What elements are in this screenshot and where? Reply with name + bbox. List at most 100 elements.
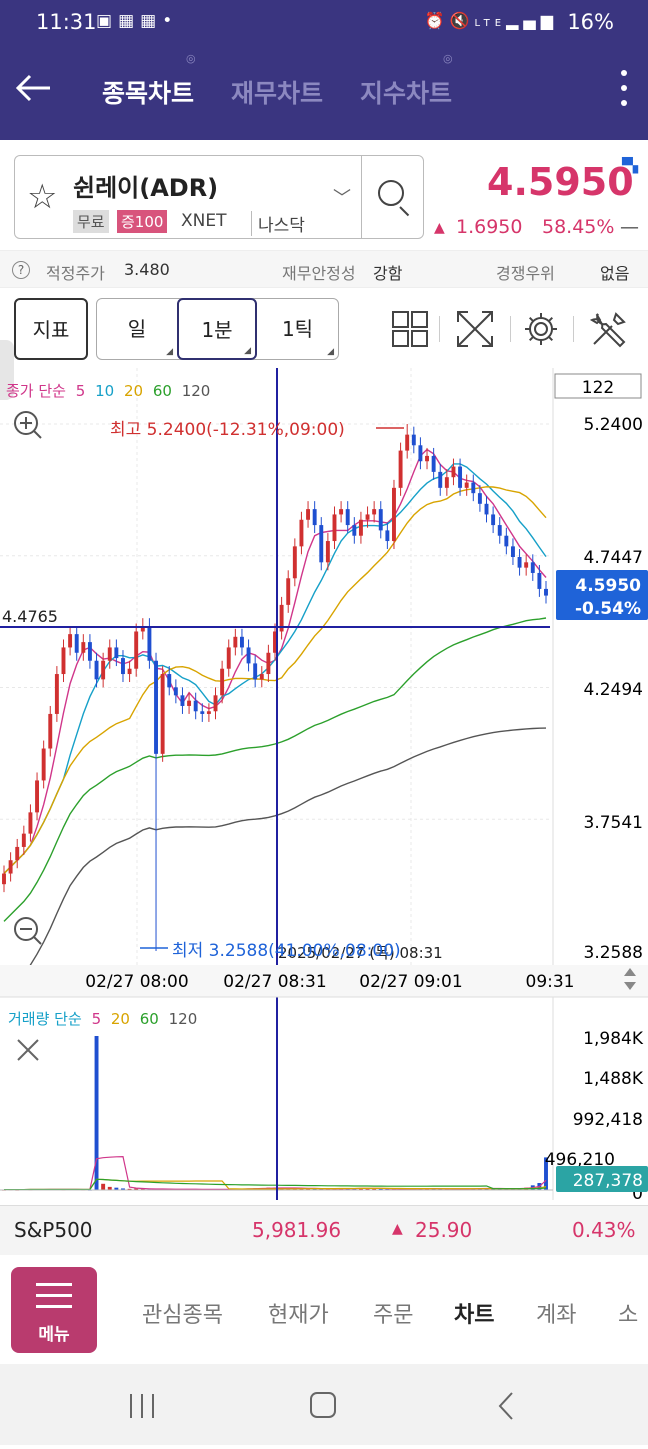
nav-more[interactable]: 소 bbox=[618, 1303, 639, 1328]
favorite-star-icon[interactable]: ☆ bbox=[27, 177, 58, 217]
chevron-down-icon[interactable]: ﹀ bbox=[333, 188, 351, 209]
mute-icon: 🔇 bbox=[449, 11, 475, 30]
volume-bar bbox=[365, 1188, 370, 1190]
current-price-label: 4.5950 bbox=[575, 576, 641, 596]
y-tick: 3.2588 bbox=[584, 943, 643, 963]
stability-label: 재무안정성 bbox=[282, 264, 356, 283]
tab-stock-chart[interactable]: 종목차트 bbox=[102, 79, 195, 108]
candle-body bbox=[233, 636, 238, 648]
nav-account[interactable]: 계좌 bbox=[536, 1303, 577, 1328]
more-options-icon[interactable] bbox=[618, 70, 630, 114]
high-annotation: 최고 5.2400(-12.31%,09:00) bbox=[110, 420, 345, 440]
stock-selector[interactable]: ☆ 쉰레이(ADR) 무료 증100 XNET 나스닥 ﹀ bbox=[14, 155, 424, 239]
volume-bar bbox=[319, 1188, 324, 1190]
tab-financial-chart[interactable]: 재무차트 bbox=[231, 79, 324, 108]
price-chart[interactable]: 종가 단순 5 10 20 60 120 거래량 단순 5 20 60 120 … bbox=[0, 368, 648, 1200]
candle-body bbox=[524, 562, 529, 568]
candle-body bbox=[385, 530, 390, 542]
volume-bar bbox=[134, 1188, 139, 1190]
candle-body bbox=[544, 588, 548, 596]
vol-tick: 496,210 bbox=[545, 1150, 615, 1170]
recent-apps-icon[interactable] bbox=[130, 1394, 154, 1418]
current-price: 4.5950 bbox=[487, 160, 634, 204]
candle-body bbox=[365, 514, 370, 520]
legend-ma20: 20 bbox=[124, 382, 143, 400]
tab-badge-icon: ◎ bbox=[443, 52, 453, 65]
candle-body bbox=[2, 873, 6, 885]
crosshair-time-label: 2025/02/27 (목) 08:31 bbox=[278, 944, 443, 962]
hamburger-icon bbox=[36, 1283, 72, 1316]
close-volume-icon[interactable] bbox=[17, 1039, 39, 1061]
corner-triangle-icon: ◢ bbox=[244, 346, 251, 356]
tools-icon[interactable] bbox=[589, 310, 628, 348]
help-icon[interactable]: ? bbox=[12, 261, 30, 279]
index-change: 25.90 bbox=[415, 1218, 473, 1242]
calendar-27-icon: ▦ bbox=[118, 11, 141, 31]
back-arrow-icon[interactable] bbox=[14, 68, 58, 112]
count-box bbox=[554, 373, 642, 399]
candle-body bbox=[405, 434, 410, 451]
candle-body bbox=[187, 700, 192, 706]
candle-body bbox=[378, 509, 383, 531]
legend-ma120: 120 bbox=[182, 382, 211, 400]
volume-bars bbox=[2, 1036, 548, 1191]
x-tick: 02/27 08:31 bbox=[223, 972, 326, 992]
price-ma-legend[interactable]: 종가 단순 5 10 20 60 120 bbox=[6, 382, 210, 400]
lte-icon: LTE bbox=[474, 18, 507, 29]
volume-bar bbox=[94, 1036, 99, 1190]
volume-ma-legend[interactable]: 거래량 단순 5 20 60 120 bbox=[8, 1010, 197, 1028]
candle-body bbox=[438, 471, 443, 488]
volume-bar bbox=[431, 1188, 436, 1190]
vol-tick: 992,418 bbox=[573, 1110, 643, 1130]
moving-average-lines bbox=[3, 448, 547, 994]
grid-layout-icon[interactable] bbox=[391, 310, 429, 348]
zoom-in-icon[interactable] bbox=[14, 411, 42, 439]
period-day-button[interactable]: 일 ◢ bbox=[97, 299, 177, 359]
current-price-marker bbox=[556, 570, 648, 620]
period-minute-button[interactable]: 1분 ◢ bbox=[177, 298, 257, 360]
fullscreen-icon[interactable] bbox=[456, 310, 494, 348]
candle-body bbox=[167, 674, 172, 688]
ma60-line bbox=[3, 617, 547, 922]
volume-legend-prefix: 거래량 단순 bbox=[8, 1010, 82, 1028]
bottom-navigation: 메뉴 관심종목 현재가 주문 차트 계좌 소 bbox=[0, 1256, 648, 1364]
period-tick-button[interactable]: 1틱 ◢ bbox=[257, 299, 338, 359]
app-header: 11:31 ▣▦▦• ⏰🔇LTE▂▄▆ 16% ◎ ◎ 종목차트 재무차트 지수… bbox=[0, 0, 648, 140]
candle-body bbox=[140, 626, 145, 632]
menu-button[interactable]: 메뉴 bbox=[11, 1267, 97, 1353]
home-icon[interactable] bbox=[310, 1392, 336, 1418]
dot-icon: • bbox=[162, 11, 179, 31]
count-value: 122 bbox=[582, 378, 614, 398]
nav-current-price[interactable]: 현재가 bbox=[268, 1303, 329, 1328]
candle-body bbox=[107, 647, 112, 661]
candle-body bbox=[206, 711, 211, 714]
fair-price-value: 3.480 bbox=[124, 260, 170, 279]
price-change: 1.6950 bbox=[456, 216, 523, 238]
candle-body bbox=[94, 660, 99, 680]
zoom-out-icon[interactable] bbox=[14, 917, 42, 945]
volume-bar bbox=[107, 1186, 112, 1190]
candle-body bbox=[8, 860, 13, 874]
up-arrow-icon: ▲ bbox=[392, 1221, 403, 1237]
vlegend-ma20: 20 bbox=[111, 1010, 130, 1028]
search-button[interactable] bbox=[361, 156, 424, 238]
candle-body bbox=[173, 687, 178, 696]
nav-watchlist[interactable]: 관심종목 bbox=[142, 1303, 223, 1328]
nav-chart[interactable]: 차트 bbox=[454, 1303, 495, 1328]
candle-body bbox=[15, 846, 20, 861]
candle-body bbox=[147, 626, 152, 661]
settings-gear-icon[interactable] bbox=[522, 310, 560, 348]
nav-order[interactable]: 주문 bbox=[373, 1303, 414, 1328]
back-icon[interactable] bbox=[498, 1392, 513, 1420]
indicator-button[interactable]: 지표 bbox=[14, 298, 88, 360]
tab-index-chart[interactable]: 지수차트 bbox=[360, 79, 453, 108]
scroll-updown-icon[interactable] bbox=[624, 968, 636, 990]
candle-body bbox=[180, 695, 185, 706]
volume-bar bbox=[325, 1188, 330, 1190]
candle-body bbox=[497, 525, 502, 536]
side-drawer-handle[interactable] bbox=[0, 340, 14, 400]
stability-value: 강함 bbox=[373, 264, 403, 283]
x-tick: 09:31 bbox=[526, 972, 575, 992]
market-index-bar[interactable]: S&P500 5,981.96 ▲ 25.90 0.43% bbox=[0, 1205, 648, 1255]
candle-body bbox=[134, 631, 139, 669]
